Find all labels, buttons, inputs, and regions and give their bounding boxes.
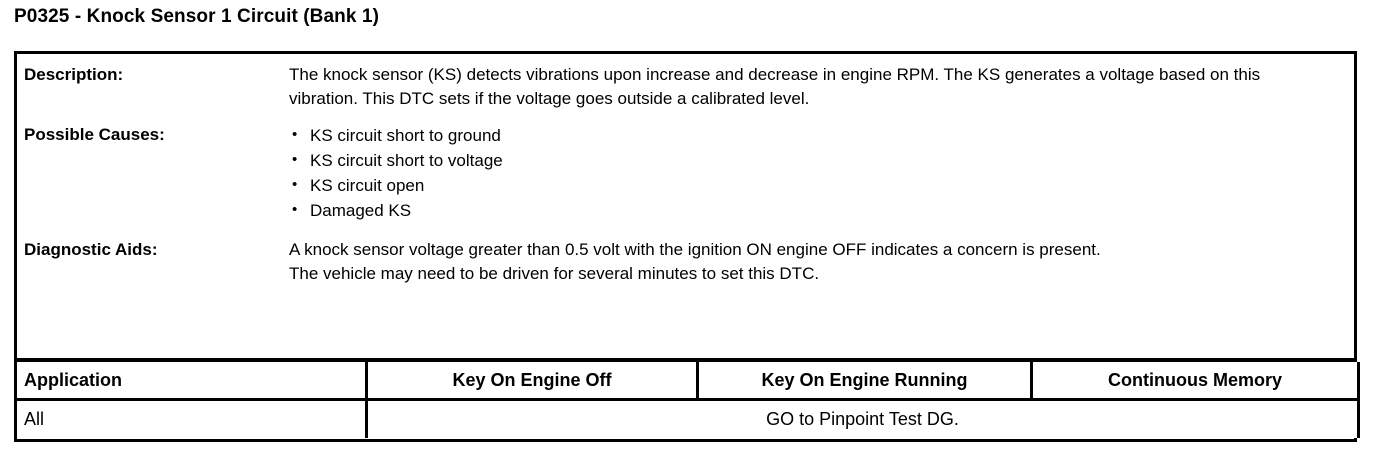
diagnostic-aids-label: Diagnostic Aids: — [24, 240, 158, 259]
table-row: All GO to Pinpoint Test DG. — [14, 399, 1360, 438]
info-section: Description: The knock sensor (KS) detec… — [17, 54, 1354, 358]
description-text: The knock sensor (KS) detects vibrations… — [289, 65, 1261, 108]
diagnostic-aids-text-2: The vehicle may need to be driven for se… — [289, 264, 820, 283]
column-header-key-on-engine-running: Key On Engine Running — [696, 362, 1033, 401]
description-label: Description: — [24, 65, 124, 84]
description-content: The knock sensor (KS) detects vibrations… — [289, 63, 1354, 111]
list-item: Damaged KS — [289, 197, 1328, 223]
possible-causes-content: KS circuit short to ground KS circuit sh… — [289, 122, 1354, 223]
section-divider — [14, 358, 1357, 362]
column-header-key-on-engine-off: Key On Engine Off — [365, 362, 699, 401]
cell-result: GO to Pinpoint Test DG. — [365, 399, 1360, 438]
possible-causes-row: Possible Causes: KS circuit short to gro… — [17, 111, 1354, 223]
possible-causes-list: KS circuit short to ground KS circuit sh… — [289, 122, 1328, 223]
diagnostic-aids-text-1: A knock sensor voltage greater than 0.5 … — [289, 240, 1101, 259]
possible-causes-label: Possible Causes: — [24, 125, 165, 144]
list-item: KS circuit open — [289, 172, 1328, 198]
column-header-application: Application — [14, 362, 368, 401]
column-header-continuous-memory: Continuous Memory — [1030, 362, 1360, 401]
cell-application: All — [14, 399, 368, 438]
description-row: Description: The knock sensor (KS) detec… — [17, 54, 1354, 111]
diagnostic-aids-row: Diagnostic Aids: A knock sensor voltage … — [17, 223, 1354, 286]
list-item: KS circuit short to ground — [289, 122, 1328, 148]
list-item: KS circuit short to voltage — [289, 147, 1328, 173]
page-title: P0325 - Knock Sensor 1 Circuit (Bank 1) — [14, 6, 380, 27]
table-header-row: Application Key On Engine Off Key On Eng… — [14, 362, 1360, 401]
dtc-detail-box: Description: The knock sensor (KS) detec… — [14, 51, 1360, 442]
application-table: Application Key On Engine Off Key On Eng… — [14, 362, 1360, 438]
diagnostic-aids-content: A knock sensor voltage greater than 0.5 … — [289, 238, 1354, 286]
